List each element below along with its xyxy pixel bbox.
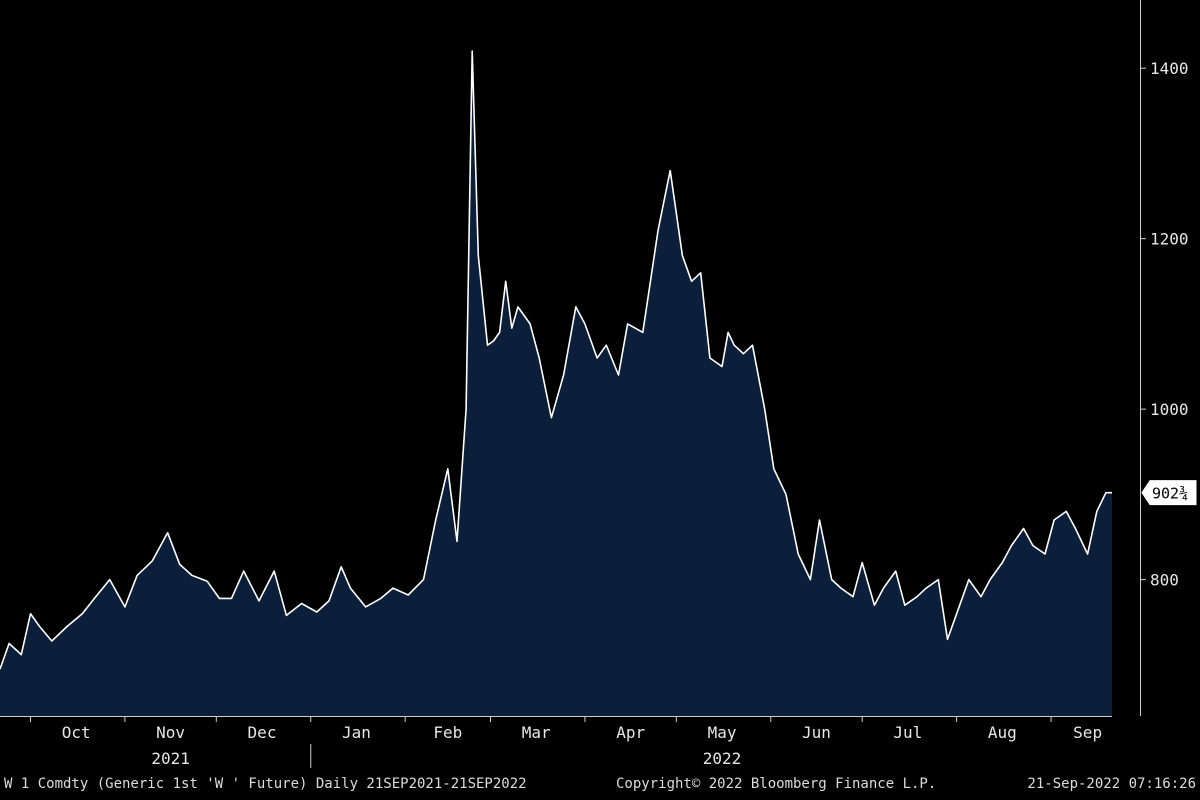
last-value-box: [1141, 480, 1197, 506]
x-tick-label: Aug: [988, 723, 1017, 742]
price-area-layer: [0, 50, 1112, 717]
series-line-0: [0, 50, 1112, 670]
x-tick-label: Dec: [248, 723, 277, 742]
x-tick-label: Feb: [433, 723, 462, 742]
x-tick-label: Jan: [342, 723, 371, 742]
series-area-0: [0, 51, 1112, 717]
y-tick-label: 1200: [1150, 230, 1189, 249]
footer-timestamp: 21-Sep-2022 07:16:26: [1027, 776, 1196, 792]
footer-ticker-info: W 1 Comdty (Generic 1st 'W ' Future) Dai…: [4, 776, 527, 792]
year-label-2022: 2022: [703, 749, 742, 768]
x-tick-label: Sep: [1073, 723, 1102, 742]
last-value-marker: 902¾: [1141, 480, 1197, 506]
x-tick-label: Mar: [522, 723, 551, 742]
x-tick-label: Apr: [616, 723, 645, 742]
year-label-2021: 2021: [151, 749, 190, 768]
y-tick-label: 1000: [1150, 400, 1189, 419]
axes: [0, 0, 1146, 768]
x-tick-label: Jul: [893, 723, 922, 742]
x-tick-label: May: [708, 723, 737, 742]
y-tick-label: 1400: [1150, 59, 1189, 78]
x-tick-label: Nov: [156, 723, 185, 742]
x-tick-label: Oct: [62, 723, 91, 742]
y-tick-label: 800: [1150, 571, 1179, 590]
footer-copyright: Copyright© 2022 Bloomberg Finance L.P.: [616, 776, 937, 792]
axis-labels: 800 1000 1200 1400 902¾ Oct Nov Dec Jan Feb Mar Apr…: [62, 59, 1197, 768]
x-tick-label: Jun: [802, 723, 831, 742]
last-value-label: 902¾: [1152, 485, 1188, 503]
